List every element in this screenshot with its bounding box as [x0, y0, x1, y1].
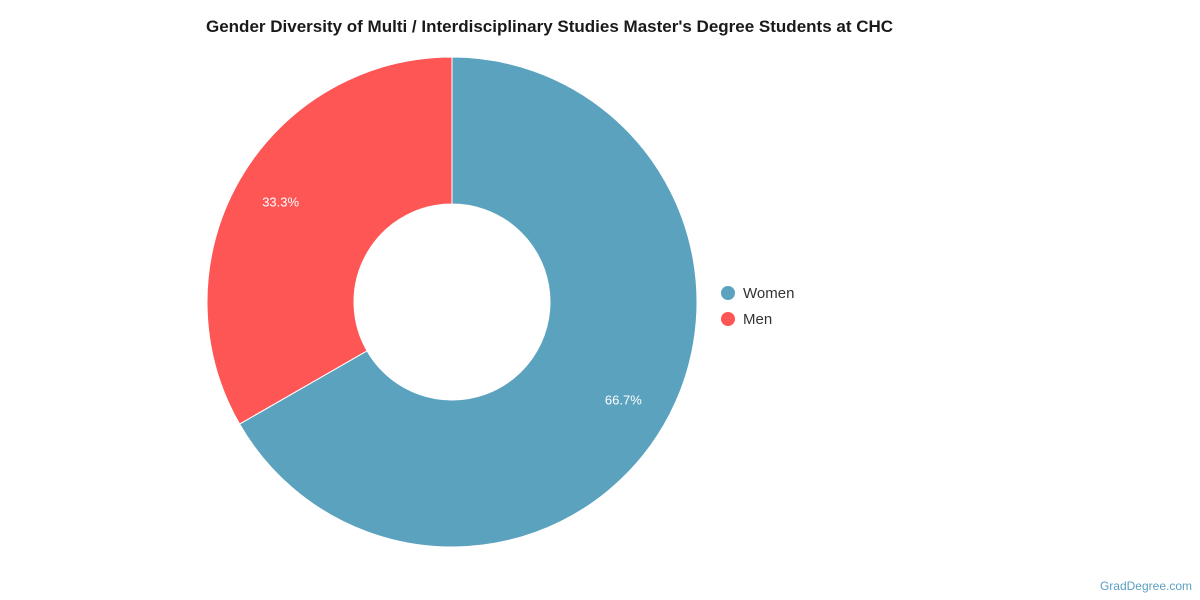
slice-women[interactable] — [238, 56, 698, 548]
slice-label-men: 33.3% — [262, 194, 299, 209]
chart-legend: Women Men — [721, 280, 794, 332]
legend-item-women[interactable]: Women — [721, 280, 794, 306]
legend-swatch-men — [721, 312, 735, 326]
legend-item-men[interactable]: Men — [721, 306, 794, 332]
slice-label-women: 66.7% — [605, 393, 642, 408]
legend-label-women: Women — [743, 284, 795, 302]
legend-label-men: Men — [743, 310, 773, 328]
chart-title: Gender Diversity of Multi / Interdiscipl… — [206, 17, 894, 36]
watermark-link[interactable]: GradDegree.com — [1099, 579, 1192, 593]
slice-men[interactable] — [206, 56, 453, 425]
donut-slices — [206, 56, 698, 548]
donut-slice-labels: 66.7% 33.3% — [262, 194, 642, 407]
legend-swatch-women — [721, 286, 735, 300]
